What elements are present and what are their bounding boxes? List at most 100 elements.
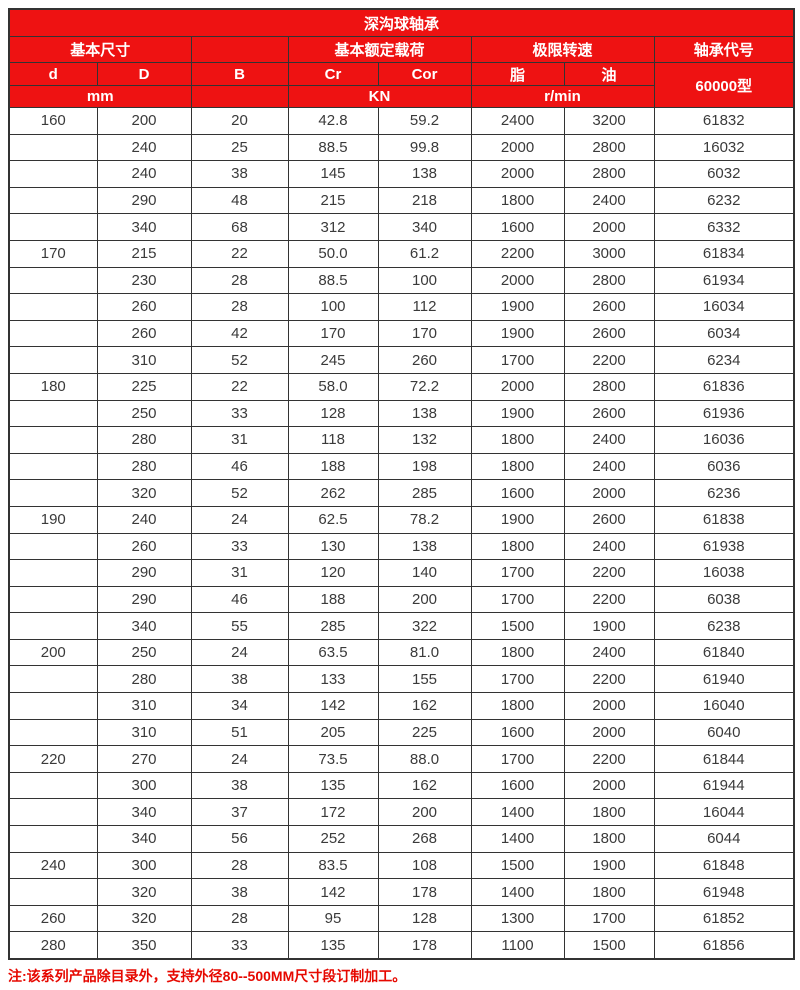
table-cell: 2800 bbox=[563, 133, 655, 162]
table-cell: 252 bbox=[287, 825, 379, 853]
table-cell bbox=[8, 692, 98, 720]
table-cell: 2400 bbox=[563, 532, 655, 561]
table-cell: 3000 bbox=[563, 239, 655, 268]
table-cell: 72.2 bbox=[377, 372, 472, 401]
table-row: 310 51 205 225 1600 2000 6040 bbox=[8, 718, 795, 747]
table-cell bbox=[8, 293, 98, 321]
table-cell: 280 bbox=[96, 665, 192, 694]
header-columns-row: d D B Cr Cor 脂 油 60000型 bbox=[8, 62, 795, 108]
table-cell: 61836 bbox=[653, 372, 795, 401]
table-cell: 320 bbox=[96, 479, 192, 507]
table-cell bbox=[8, 266, 98, 295]
table-cell bbox=[8, 399, 98, 428]
table-cell: 250 bbox=[96, 399, 192, 428]
table-cell: 95 bbox=[287, 904, 379, 933]
table-row: 320 52 262 285 1600 2000 6236 bbox=[8, 479, 795, 507]
column-header-d: d bbox=[8, 62, 98, 86]
table-cell: 198 bbox=[377, 452, 472, 481]
table-cell: 28 bbox=[190, 904, 289, 933]
table-cell: 2200 bbox=[563, 745, 655, 773]
table-cell: 2000 bbox=[563, 718, 655, 747]
table-cell bbox=[8, 160, 98, 188]
table-cell: 81.0 bbox=[377, 638, 472, 667]
table-cell bbox=[8, 133, 98, 162]
table-cell: 2800 bbox=[563, 160, 655, 188]
table-cell: 88.0 bbox=[377, 745, 472, 773]
table-cell: 63.5 bbox=[287, 638, 379, 667]
table-cell: 200 bbox=[377, 585, 472, 614]
table-cell bbox=[8, 798, 98, 827]
table-cell: 1800 bbox=[470, 426, 565, 454]
table-row: 290 46 188 200 1700 2200 6038 bbox=[8, 585, 795, 614]
table-cell: 34 bbox=[190, 692, 289, 720]
table-row: 300 38 135 162 1600 2000 61944 bbox=[8, 771, 795, 800]
table-row: 200 250 24 63.5 81.0 1800 2400 61840 bbox=[8, 638, 795, 667]
table-cell: 2600 bbox=[563, 505, 655, 534]
table-cell: 170 bbox=[287, 319, 379, 348]
table-cell: 260 bbox=[377, 346, 472, 374]
table-cell bbox=[8, 612, 98, 640]
table-cell: 225 bbox=[96, 372, 192, 401]
table-cell: 138 bbox=[377, 532, 472, 561]
table-cell: 28 bbox=[190, 293, 289, 321]
table-cell: 200 bbox=[8, 638, 98, 667]
table-cell: 42 bbox=[190, 319, 289, 348]
table-cell bbox=[8, 426, 98, 454]
table-cell: 155 bbox=[377, 665, 472, 694]
table-row: 260 42 170 170 1900 2600 6034 bbox=[8, 319, 795, 348]
table-cell: 33 bbox=[190, 931, 289, 960]
table-cell: 312 bbox=[287, 213, 379, 241]
table-cell: 2200 bbox=[563, 559, 655, 587]
table-cell: 22 bbox=[190, 372, 289, 401]
table-cell: 88.5 bbox=[287, 133, 379, 162]
table-row: 340 68 312 340 1600 2000 6332 bbox=[8, 213, 795, 241]
footnote: 注:该系列产品除目录外，支持外径80--500MM尺寸段订制加工。 bbox=[8, 968, 407, 984]
table-row: 260 320 28 95 128 1300 1700 61852 bbox=[8, 904, 795, 933]
table-cell: 2600 bbox=[563, 319, 655, 348]
table-cell: 135 bbox=[287, 931, 379, 960]
table-cell: 6236 bbox=[653, 479, 795, 507]
header-units-row: mm KN r/min bbox=[8, 85, 794, 108]
table-cell: 1600 bbox=[470, 479, 565, 507]
table-cell: 300 bbox=[96, 771, 192, 800]
table-cell: 130 bbox=[287, 532, 379, 561]
table-cell: 138 bbox=[377, 160, 472, 188]
table-cell: 240 bbox=[8, 851, 98, 880]
table-cell: 2000 bbox=[563, 771, 655, 800]
table-cell: 37 bbox=[190, 798, 289, 827]
table-cell: 59.2 bbox=[377, 107, 472, 135]
table-cell: 1700 bbox=[563, 904, 655, 933]
table-cell: 31 bbox=[190, 426, 289, 454]
table-cell: 2000 bbox=[563, 479, 655, 507]
table-cell: 1600 bbox=[470, 213, 565, 241]
table-cell: 31 bbox=[190, 559, 289, 587]
table-cell: 2000 bbox=[470, 266, 565, 295]
table-cell: 61852 bbox=[653, 904, 795, 933]
table-cell: 268 bbox=[377, 825, 472, 853]
table-cell bbox=[8, 479, 98, 507]
table-cell: 1900 bbox=[470, 293, 565, 321]
table-cell: 200 bbox=[377, 798, 472, 827]
table-cell: 340 bbox=[96, 213, 192, 241]
table-row: 250 33 128 138 1900 2600 61936 bbox=[8, 399, 795, 428]
table-cell: 61838 bbox=[653, 505, 795, 534]
table-cell: 3200 bbox=[563, 107, 655, 135]
table-row: 280 38 133 155 1700 2200 61940 bbox=[8, 665, 795, 694]
table-cell: 290 bbox=[96, 559, 192, 587]
table-cell: 2400 bbox=[563, 638, 655, 667]
table-cell: 240 bbox=[96, 160, 192, 188]
table-cell: 6032 bbox=[653, 160, 795, 188]
table-cell: 48 bbox=[190, 186, 289, 215]
table-row: 170 215 22 50.0 61.2 2200 3000 61834 bbox=[8, 239, 795, 268]
table-cell: 1300 bbox=[470, 904, 565, 933]
table-cell: 128 bbox=[287, 399, 379, 428]
table-cell bbox=[8, 452, 98, 481]
column-header-Cr: Cr bbox=[287, 62, 379, 86]
table-cell: 142 bbox=[287, 692, 379, 720]
table-cell: 128 bbox=[377, 904, 472, 933]
table-cell: 99.8 bbox=[377, 133, 472, 162]
table-cell: 2000 bbox=[563, 692, 655, 720]
table-cell: 100 bbox=[287, 293, 379, 321]
table-cell: 1400 bbox=[470, 878, 565, 906]
table-cell: 1900 bbox=[563, 851, 655, 880]
